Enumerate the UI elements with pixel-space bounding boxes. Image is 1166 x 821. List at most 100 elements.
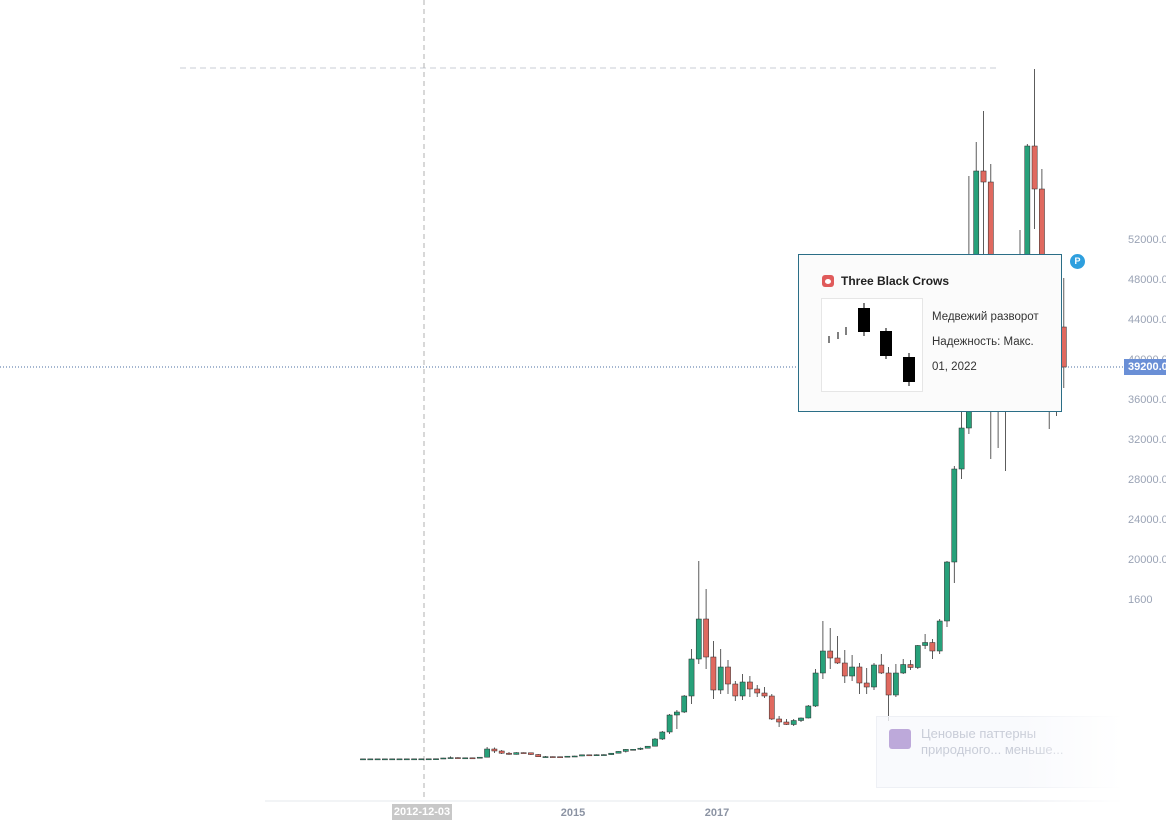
candle-body [557,756,563,758]
candle-body [725,666,731,685]
candle-body [820,650,826,674]
candle-body [681,695,688,713]
candle-body [914,645,921,668]
candle-body [798,717,804,721]
candle-body [695,618,702,660]
candle-body [630,749,636,751]
y-tick-label: 44000.0 [1128,314,1166,326]
y-axis: 52000.048000.044000.040000.036000.032000… [1128,234,1166,606]
candle-body [586,754,593,757]
candle-body [783,721,790,725]
candle-body [768,695,775,720]
candle-body [418,758,425,761]
tooltip-line-3: 01, 2022 [932,361,977,373]
candle-body [688,658,695,697]
candle-body [827,650,834,659]
y-tick-label: 28000.0 [1128,474,1166,486]
candle-body [622,749,629,752]
candle-body [922,642,928,646]
y-tick-label: 48000.0 [1128,274,1166,286]
candle-body [367,758,374,761]
candle-body [637,747,644,750]
candle-body [907,664,914,668]
candle-body [871,664,877,688]
candle-body [484,748,490,758]
candle-body [849,666,855,677]
candle-body [776,718,782,723]
candle-body [666,714,673,733]
candle-body [564,755,571,758]
candle-body [615,751,622,754]
candle-body [579,754,585,757]
candle-body [1031,145,1038,190]
y-tick-label: 36000.0 [1128,394,1166,406]
candle-body [396,758,403,761]
x-tick-label-2017: 2017 [705,807,729,819]
x-tick-label-2015: 2015 [561,807,585,819]
candle-body [739,681,746,697]
candles-group [360,69,1067,761]
candle-body [403,758,410,761]
pattern-illustration [821,298,923,392]
candle-body [506,752,512,755]
candle-body [593,754,600,756]
candle-body [440,757,447,760]
candle-body [520,752,527,754]
candle-body [951,468,958,563]
candle-body [703,618,709,658]
candle-body [958,427,965,470]
candle-body [812,672,819,707]
candle-body [498,750,505,754]
y-tick-label: 20000.0 [1128,554,1166,566]
candle-body [710,656,717,691]
candle-body [856,666,863,684]
pattern-badge[interactable]: P [1070,254,1085,269]
candle-body [601,754,607,756]
y-tick-label: 1600 [1128,594,1152,606]
candle-body [790,720,797,725]
candle-body [382,758,388,761]
candle-body [717,666,724,691]
candle-body [462,757,469,760]
candle-body [491,748,498,752]
candle-body [929,642,936,652]
candle-body [900,664,907,674]
candle-body [841,662,848,677]
candle-body [747,681,753,690]
candle-body [936,620,943,652]
bear-icon [822,275,834,287]
tooltip-description: Медвежий разворот Надежность: Макс. 01, … [932,305,1052,380]
y-tick-label: 52000.0 [1128,234,1166,246]
candle-body [528,752,534,755]
candle-body [644,745,651,749]
candle-body [885,672,892,696]
candle-body [732,683,739,697]
candle-body [659,731,666,740]
y-tick-label: 24000.0 [1128,514,1166,526]
candle-body [571,755,578,758]
candle-body [944,561,950,622]
candle-body [834,657,841,664]
candle-body [761,692,768,697]
candle-body [878,664,885,674]
tooltip-line-1: Медвежий разворот [932,311,1039,323]
candle-body [389,758,396,761]
candle-body [805,705,812,719]
candle-body [652,738,658,747]
tooltip-line-2: Надежность: Макс. [932,336,1034,348]
newspaper-icon [889,729,911,749]
y-tick-label: 32000.0 [1128,434,1166,446]
candle-body [425,758,432,761]
current-price-label: 39200.0 [1124,359,1166,375]
candle-body [360,758,366,761]
candle-body [608,752,615,755]
candle-body [542,756,549,758]
candle-body [433,758,439,760]
candle-body [535,754,542,757]
candle-body [374,758,381,761]
candle-body [411,758,417,761]
pattern-tooltip: Three Black Crows Медвежий разворот Наде… [798,254,1062,412]
crosshair-date-label: 2012-12-03 [392,804,452,820]
candle-body [476,756,483,759]
candle-body [674,711,680,716]
